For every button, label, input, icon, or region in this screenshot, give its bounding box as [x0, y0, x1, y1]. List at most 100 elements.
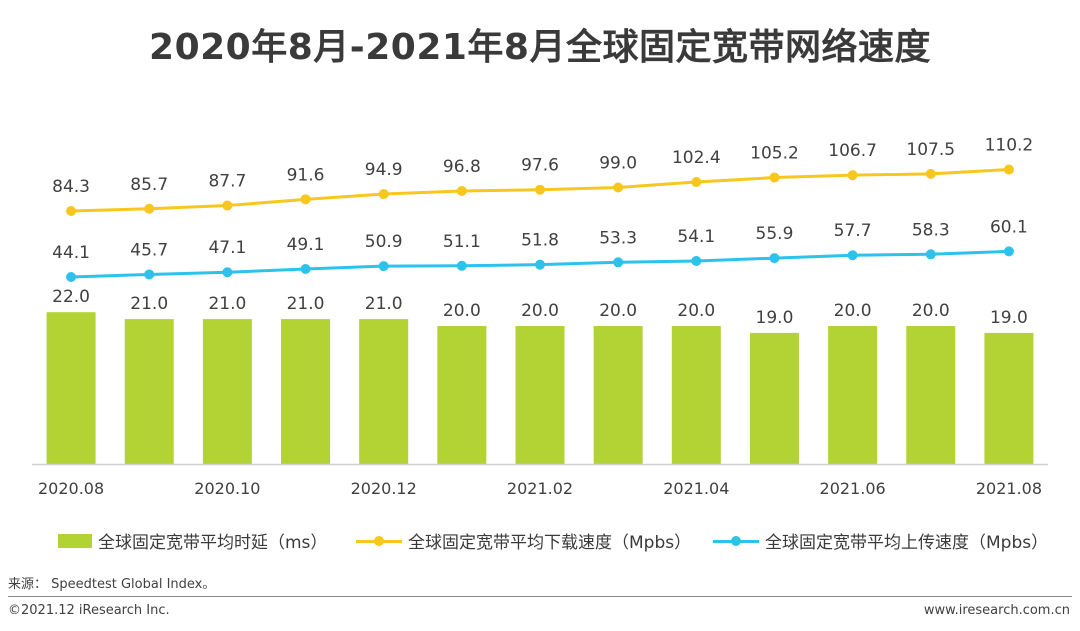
bar-label-latency-3: 21.0 — [287, 294, 325, 314]
bar-latency-5 — [437, 326, 487, 464]
chart-title: 2020年8月-2021年8月全球固定宽带网络速度 — [149, 27, 931, 68]
point-label-upload-11: 58.3 — [912, 220, 950, 240]
point-download-1 — [144, 203, 155, 214]
bar-latency-11 — [906, 326, 956, 464]
point-upload-2 — [222, 267, 233, 278]
point-download-3 — [300, 194, 311, 205]
point-upload-5 — [456, 260, 467, 271]
point-upload-0 — [66, 272, 77, 282]
point-label-download-11: 107.5 — [906, 140, 955, 160]
point-label-download-0: 84.3 — [52, 177, 90, 197]
legend-item-download: 全球固定宽带平均下载速度（Mpbs） — [356, 528, 691, 553]
point-download-8 — [691, 177, 702, 188]
point-download-4 — [378, 189, 389, 200]
legend-item-upload: 全球固定宽带平均上传速度（Mpbs） — [713, 528, 1048, 553]
point-upload-10 — [847, 250, 858, 261]
point-download-12 — [1003, 164, 1014, 175]
x-tick-label-4: 2020.12 — [351, 479, 417, 498]
bar-latency-10 — [828, 326, 878, 464]
legend-label-upload: 全球固定宽带平均上传速度（Mpbs） — [765, 533, 1049, 553]
point-upload-7 — [613, 257, 624, 268]
x-tick-label-12: 2021.08 — [976, 479, 1042, 498]
website-link[interactable]: www.iresearch.com.cn — [923, 603, 1070, 618]
point-download-5 — [456, 186, 467, 196]
point-download-9 — [769, 172, 780, 183]
bar-latency-3 — [281, 319, 331, 464]
bar-label-latency-9: 19.0 — [756, 308, 794, 328]
bar-label-latency-7: 20.0 — [599, 301, 637, 321]
legend-swatch-download — [356, 534, 402, 548]
x-tick-label-0: 2020.08 — [38, 479, 104, 498]
bar-label-latency-11: 20.0 — [912, 301, 950, 321]
point-label-upload-8: 54.1 — [677, 227, 715, 247]
bar-label-latency-4: 21.0 — [365, 294, 403, 314]
point-label-upload-6: 51.8 — [521, 231, 559, 251]
point-download-10 — [847, 170, 858, 181]
copyright-text: ©2021.12 iResearch Inc. — [8, 603, 170, 618]
bar-latency-4 — [359, 319, 409, 464]
bar-label-latency-10: 20.0 — [834, 301, 872, 321]
point-upload-11 — [925, 249, 936, 260]
bar-latency-9 — [749, 332, 799, 464]
point-label-download-1: 85.7 — [130, 175, 168, 195]
point-label-download-5: 96.8 — [443, 157, 481, 177]
bar-latency-7 — [593, 326, 643, 464]
point-download-7 — [613, 182, 624, 193]
chart-plot: 22.0 21.0 21.0 21.0 21.0 20.0 20.0 20.0 20.0 19.0… — [32, 136, 1048, 498]
legend-swatch-upload — [713, 534, 759, 548]
point-label-upload-12: 60.1 — [990, 217, 1028, 237]
point-upload-9 — [769, 253, 780, 264]
legend-item-latency: 全球固定宽带平均时延（ms） — [58, 528, 327, 553]
point-label-download-4: 94.9 — [365, 160, 403, 180]
point-download-2 — [222, 200, 233, 211]
point-label-download-12: 110.2 — [985, 136, 1034, 156]
legend-label-latency: 全球固定宽带平均时延（ms） — [98, 533, 328, 553]
bar-latency-2 — [202, 319, 252, 464]
x-tick-label-10: 2021.06 — [820, 479, 886, 498]
point-label-download-8: 102.4 — [672, 148, 721, 168]
source-note: 来源： Speedtest Global Index。 — [8, 577, 216, 592]
bar-latency-12 — [984, 332, 1034, 464]
point-label-download-9: 105.2 — [750, 144, 799, 164]
point-upload-1 — [144, 269, 155, 280]
x-tick-label-8: 2021.04 — [663, 479, 729, 498]
point-label-upload-7: 53.3 — [599, 228, 637, 248]
bar-label-latency-12: 19.0 — [990, 308, 1028, 328]
point-label-download-7: 99.0 — [599, 153, 637, 173]
point-upload-12 — [1003, 246, 1014, 257]
point-label-download-10: 106.7 — [828, 141, 877, 161]
bar-label-latency-0: 22.0 — [52, 287, 90, 307]
point-download-6 — [535, 184, 545, 195]
point-label-upload-9: 55.9 — [756, 224, 794, 244]
point-label-upload-3: 49.1 — [287, 235, 325, 255]
point-label-upload-5: 51.1 — [443, 232, 481, 252]
bar-latency-1 — [124, 319, 174, 464]
point-download-0 — [66, 206, 77, 216]
point-label-download-3: 91.6 — [287, 165, 325, 185]
point-upload-8 — [691, 256, 702, 266]
point-label-upload-4: 50.9 — [365, 232, 403, 252]
bar-latency-0 — [46, 312, 96, 464]
point-upload-6 — [535, 259, 545, 270]
point-download-11 — [925, 168, 936, 179]
point-label-download-2: 87.7 — [208, 172, 246, 192]
point-label-download-6: 97.6 — [521, 156, 559, 176]
bar-latency-6 — [515, 326, 565, 464]
point-label-upload-1: 45.7 — [130, 240, 168, 260]
legend-label-download: 全球固定宽带平均下载速度（Mpbs） — [408, 533, 692, 553]
point-upload-4 — [378, 261, 389, 272]
x-tick-label-6: 2021.02 — [507, 479, 573, 498]
chart-legend: 全球固定宽带平均时延（ms） 全球固定宽带平均下载速度（Mpbs） 全球固定宽带… — [0, 528, 1080, 553]
bar-label-latency-8: 20.0 — [677, 301, 715, 321]
bar-label-latency-6: 20.0 — [521, 301, 559, 321]
x-tick-label-2: 2020.10 — [194, 479, 260, 498]
point-upload-3 — [300, 264, 311, 274]
bar-latency-8 — [671, 326, 721, 464]
point-label-upload-10: 57.7 — [834, 221, 872, 241]
point-label-upload-0: 44.1 — [52, 243, 90, 263]
point-label-upload-2: 47.1 — [208, 238, 246, 258]
bar-label-latency-2: 21.0 — [208, 294, 246, 314]
bar-label-latency-1: 21.0 — [130, 294, 168, 314]
footer-divider — [8, 596, 1072, 597]
legend-swatch-latency — [58, 533, 92, 548]
